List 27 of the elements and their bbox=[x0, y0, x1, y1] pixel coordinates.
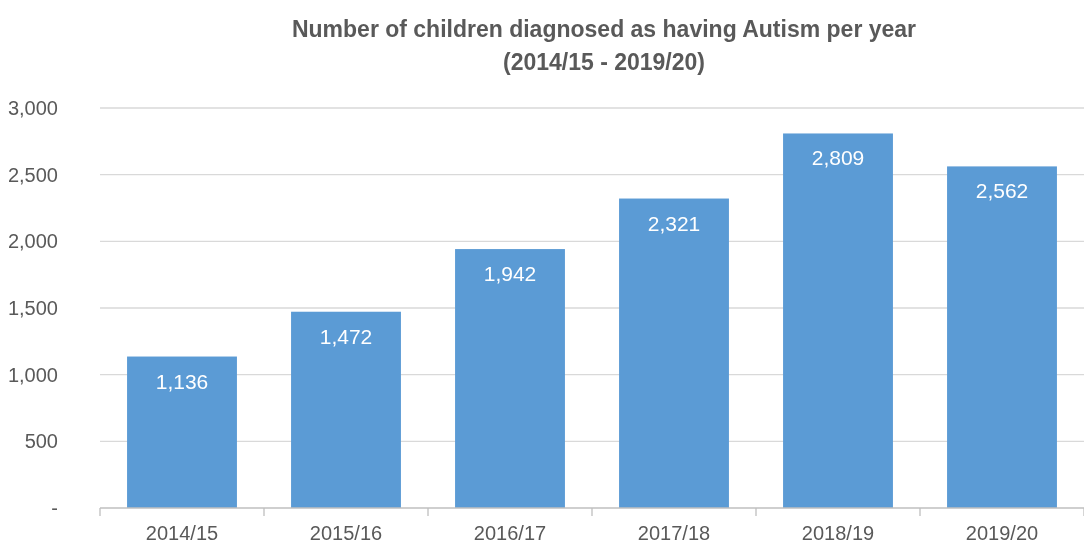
bar bbox=[291, 311, 401, 508]
y-tick-label: - bbox=[51, 497, 58, 519]
x-tick-label: 2019/20 bbox=[965, 522, 1039, 544]
bar bbox=[455, 249, 565, 508]
y-tick-label: 2,000 bbox=[7, 230, 58, 253]
y-tick-label: 1,500 bbox=[7, 297, 58, 319]
y-tick-label: 3,000 bbox=[7, 97, 58, 119]
y-tick-label: 2,500 bbox=[7, 163, 58, 186]
chart-subtitle: (2014/15 - 2019/20) bbox=[502, 49, 706, 75]
y-tick-label: 1,000 bbox=[7, 363, 58, 386]
bar bbox=[127, 356, 237, 508]
bar bbox=[783, 133, 893, 508]
bar bbox=[619, 198, 729, 508]
x-tick-label: 2018/19 bbox=[801, 522, 875, 544]
x-tick-label: 2017/18 bbox=[637, 522, 711, 544]
bar bbox=[947, 166, 1057, 508]
y-tick-label: 500 bbox=[24, 430, 58, 453]
data-label: 1,136 bbox=[155, 369, 209, 393]
x-tick-label: 2014/15 bbox=[145, 522, 219, 544]
data-label: 2,321 bbox=[647, 211, 701, 235]
x-tick-label: 2016/17 bbox=[473, 522, 547, 544]
data-label: 1,942 bbox=[483, 262, 537, 286]
data-label: 1,472 bbox=[319, 324, 373, 348]
x-tick-label: 2015/16 bbox=[309, 522, 383, 544]
chart-title: Number of children diagnosed as having Autism per year bbox=[291, 16, 917, 42]
data-label: 2,809 bbox=[811, 146, 865, 170]
data-label: 2,562 bbox=[975, 179, 1029, 203]
